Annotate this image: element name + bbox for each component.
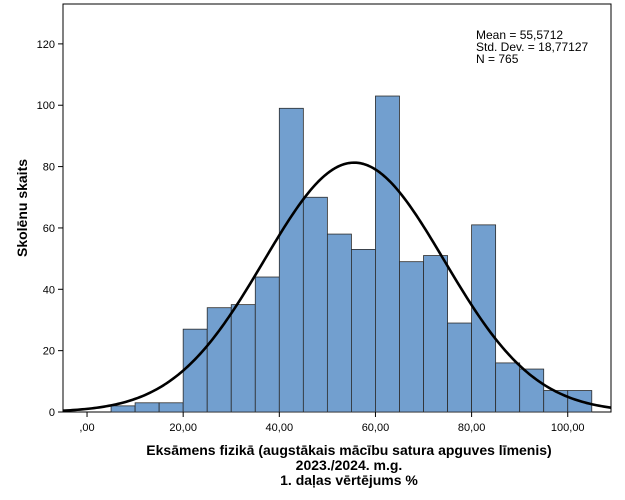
y-tick-label: 60 [43,223,55,235]
histogram-bar [230,304,256,413]
y-tick-label: 20 [43,346,55,358]
bars-layer [110,95,593,413]
histogram-bar [326,233,352,413]
stat-line: N = 765 [476,52,519,66]
normal-curve-layer [62,161,612,412]
y-tick-label: 0 [49,407,55,419]
normal-curve-line [62,161,612,412]
y-axis-label: Skolēnu skaits [14,159,30,257]
histogram-bar [278,107,304,413]
axis-labels: Skolēnu skaits Eksāmens fizikā (augstākai… [14,159,552,488]
x-axis-label-line: 1. daļas vērtējums % [280,472,418,488]
histogram-bar [302,196,328,413]
histogram-bar [471,224,497,413]
histogram-bar [447,322,472,413]
histogram-bar [110,405,136,413]
x-axis-label-line: Eksāmens fizikā (augstākais mācību satur… [146,442,551,458]
y-tick-label: 80 [43,162,55,174]
histogram-bar [351,249,376,413]
y-tick-label: 120 [37,39,55,51]
stat-line: Mean = 55,5712 [476,28,563,42]
x-tick-label: 40,00 [266,422,294,434]
y-tick-label: 40 [43,284,55,296]
x-axis-label-line: 2023./2024. m.g. [296,457,403,473]
x-tick-label: 80,00 [458,422,486,434]
histogram-bar [158,402,184,413]
histogram-bar [182,328,208,413]
x-tick-label: 20,00 [169,422,197,434]
histogram-bar [399,261,424,413]
histogram-bar [134,402,160,413]
axes-layer: 0 20 40 60 80 100 120 ,00 20,00 40,00 60,00 80,00 10… [37,39,585,434]
histogram-bar [375,95,400,413]
stat-line: Std. Dev. = 18,77127 [476,40,589,54]
x-tick-label: 60,00 [362,422,390,434]
histogram-bar [254,276,280,413]
histogram-bar [423,255,448,413]
histogram-bar [206,307,232,413]
histogram-bar [495,362,521,413]
histogram-bar [543,390,569,413]
x-tick-label: ,00 [79,422,94,434]
x-tick-label: 100,00 [551,422,585,434]
y-tick-label: 100 [37,100,55,112]
